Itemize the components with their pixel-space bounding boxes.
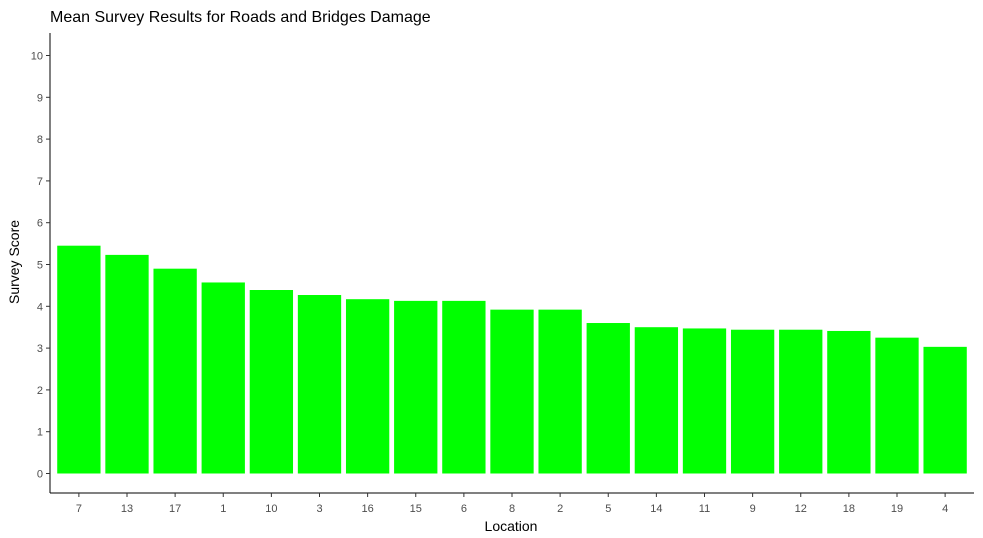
x-axis: 7 13 17 1 10 3 16 15 6 8 2 5 14 11 9 12 18 19 4: [50, 492, 974, 515]
bar-location-11: [682, 328, 727, 474]
bar-location-5: [586, 323, 630, 474]
x-tick-label-17: 17: [169, 503, 181, 515]
bar-location-9: [730, 329, 775, 474]
bar-location-19: [875, 337, 919, 474]
y-tick-label: 9: [37, 92, 43, 104]
y-axis-title: Survey Score: [6, 220, 22, 304]
bars-group: [57, 245, 967, 474]
y-tick-label: 7: [37, 176, 43, 188]
bar-location-14: [634, 327, 679, 474]
bar-location-18: [827, 330, 871, 474]
x-tick-label-1: 1: [220, 503, 226, 515]
x-tick-label-12: 12: [795, 503, 807, 515]
bar-location-16: [345, 299, 390, 474]
x-tick-label-16: 16: [362, 503, 374, 515]
x-axis-title: Location: [485, 518, 538, 534]
chart-title: Mean Survey Results for Roads and Bridge…: [50, 9, 431, 26]
x-tick-label-15: 15: [410, 503, 422, 515]
x-tick-label-11: 11: [699, 503, 710, 515]
bar-location-6: [442, 300, 486, 474]
bar-location-13: [105, 254, 149, 474]
bar-location-3: [297, 295, 342, 474]
x-tick-label-14: 14: [650, 503, 662, 515]
y-tick-label: 5: [37, 260, 43, 272]
x-tick-label-3: 3: [316, 503, 322, 515]
bar-location-17: [153, 268, 197, 474]
x-tick-label-2: 2: [557, 503, 563, 515]
x-tick-label-18: 18: [843, 503, 855, 515]
bar-location-1: [201, 282, 245, 474]
x-tick-label-6: 6: [461, 503, 467, 515]
x-tick-label-7: 7: [76, 503, 82, 515]
x-tick-label-5: 5: [605, 503, 611, 515]
bar-location-8: [490, 309, 534, 474]
y-tick-label: 0: [37, 469, 43, 481]
y-tick-label: 2: [37, 385, 43, 397]
x-tick-label-9: 9: [750, 503, 756, 515]
y-tick-label: 1: [37, 427, 43, 439]
bar-location-15: [394, 300, 438, 474]
y-tick-label: 4: [37, 301, 43, 313]
bar-location-12: [779, 329, 823, 474]
x-tick-label-4: 4: [942, 503, 948, 515]
bar-location-2: [538, 309, 582, 474]
y-tick-label: 10: [31, 51, 43, 63]
y-axis: 0 1 2 3 4 5 6 7 8 9 10: [31, 33, 51, 493]
y-tick-label: 6: [37, 218, 43, 230]
y-tick-label: 8: [37, 134, 43, 146]
x-tick-label-13: 13: [121, 503, 133, 515]
x-tick-label-8: 8: [509, 503, 515, 515]
x-tick-label-10: 10: [265, 503, 277, 515]
bar-location-4: [923, 346, 967, 474]
y-tick-label: 3: [37, 343, 43, 355]
x-tick-label-19: 19: [891, 503, 903, 515]
bar-location-10: [249, 290, 294, 474]
bar-location-7: [57, 245, 101, 474]
